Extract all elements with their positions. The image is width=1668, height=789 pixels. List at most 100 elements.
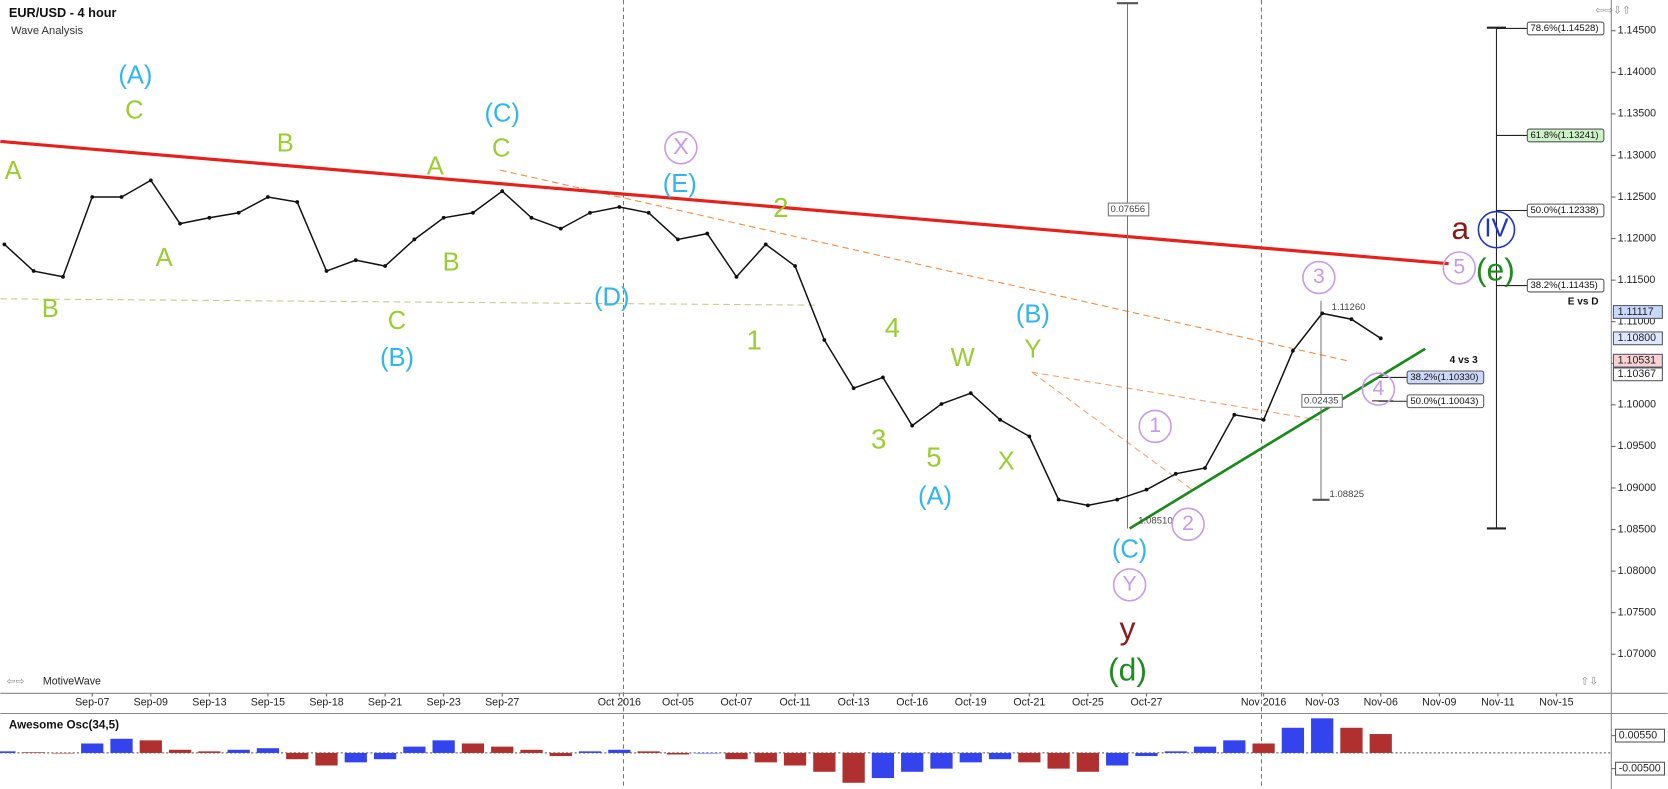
measure-label: 1.11260 — [1332, 302, 1366, 313]
osc-bar — [403, 746, 426, 753]
wave-label: (C) — [485, 100, 520, 128]
x-tick-label: Sep-27 — [485, 697, 519, 709]
wave-label: 5 — [926, 442, 941, 473]
price-marker-label: 1.11117 — [1618, 306, 1654, 318]
osc-bar — [461, 743, 485, 753]
price-point — [646, 210, 651, 215]
y-tick-label: 1.11500 — [1618, 274, 1656, 286]
wave-label: a — [1451, 210, 1469, 246]
price-point — [734, 274, 739, 279]
wave-circle — [1361, 372, 1396, 406]
price-point — [383, 264, 387, 268]
price-point — [1378, 336, 1383, 341]
wave-label: A — [427, 153, 444, 181]
price-point — [1115, 497, 1120, 502]
osc-bar — [1223, 740, 1246, 753]
fib-box — [1526, 21, 1605, 36]
price-point — [705, 231, 710, 236]
fib-box — [1526, 128, 1605, 143]
wave-label: (B) — [1016, 301, 1050, 329]
price-point — [236, 210, 241, 215]
price-point — [1261, 417, 1266, 422]
price-point — [851, 386, 856, 391]
tick-box — [1615, 728, 1666, 743]
osc-bar — [1106, 752, 1129, 766]
y-tick-label: 1.13000 — [1618, 149, 1656, 161]
zoom-controls[interactable]: ⇧⇩ — [1580, 675, 1598, 687]
x-tick-label: Nov-15 — [1539, 697, 1573, 709]
osc-bar — [491, 746, 514, 753]
osc-bar — [696, 752, 719, 754]
price-point — [500, 189, 505, 194]
wave-label: C — [125, 96, 143, 124]
wave-label: (C) — [1112, 536, 1147, 564]
wave-label: 5 — [1453, 255, 1465, 279]
osc-bar — [842, 752, 865, 783]
osc-bar — [139, 740, 162, 753]
x-tick-label: Sep-07 — [75, 697, 109, 709]
wave-circle — [1302, 260, 1336, 295]
fib-label: 50.0%(1.10043) — [1410, 396, 1478, 407]
wave-label: 2 — [1182, 511, 1194, 535]
price-point — [207, 215, 212, 220]
wave-label: (e) — [1476, 252, 1515, 288]
osc-bar — [227, 749, 250, 753]
price-point — [1144, 487, 1149, 492]
x-tick-label: Nov-11 — [1481, 697, 1515, 709]
wave-circle — [1138, 409, 1172, 444]
price-marker-box — [1612, 353, 1663, 368]
osc-bar — [666, 752, 690, 755]
y-tick-label: 1.09500 — [1618, 440, 1656, 452]
x-tick-label: Oct-07 — [721, 697, 753, 709]
osc-bar — [1135, 752, 1158, 757]
osc-bar — [344, 752, 367, 763]
note: 4 vs 3 — [1450, 355, 1478, 366]
x-tick-label: Nov-06 — [1364, 697, 1398, 709]
osc-bar — [51, 752, 75, 754]
price-point — [676, 237, 680, 242]
price-point — [1232, 412, 1237, 417]
osc-bar — [1340, 727, 1363, 753]
osc-bar — [315, 752, 338, 766]
wave-circle — [1477, 210, 1516, 249]
osc-bar — [110, 738, 133, 753]
fib-label: 78.6%(1.14528) — [1530, 23, 1598, 34]
price-point — [939, 402, 944, 406]
osc-bar — [1369, 734, 1392, 753]
osc-bar — [813, 752, 836, 772]
fib-box — [1406, 394, 1485, 409]
price-point — [617, 205, 622, 209]
osc-bar — [1252, 743, 1275, 753]
price-point — [1349, 317, 1354, 322]
x-tick-label: Sep-21 — [368, 697, 402, 709]
wave-label: y — [1120, 610, 1136, 646]
x-tick-label: Oct-16 — [896, 697, 928, 709]
price-point — [793, 264, 797, 268]
y-tick-label: 0.00550 — [1619, 729, 1657, 741]
nav-arrows[interactable]: ⇦⇨ — [7, 675, 25, 687]
wave-label: B — [277, 129, 294, 157]
x-tick-label: Oct-27 — [1131, 697, 1163, 709]
price-point — [968, 391, 973, 396]
wave-label: 1 — [1149, 413, 1161, 437]
x-tick-label: Nov 2016 — [1241, 697, 1287, 709]
x-tick-label: Oct 2016 — [598, 697, 641, 709]
x-tick-label: Oct-11 — [780, 697, 811, 709]
y-tick-label: -0.00500 — [1619, 762, 1661, 774]
osc-bar — [901, 752, 924, 772]
window-controls[interactable]: ⇦⇨⇩⇧ — [1595, 4, 1631, 16]
y-tick-label: 1.12500 — [1618, 191, 1656, 203]
x-tick-label: Nov-09 — [1422, 697, 1456, 709]
osc-bar — [637, 751, 660, 753]
osc-bar — [988, 752, 1012, 760]
wave-label: X — [998, 447, 1015, 475]
price-marker-box — [1612, 367, 1663, 382]
chart-title: EUR/USD - 4 hour — [9, 5, 117, 20]
price-point — [1056, 497, 1061, 502]
x-tick-label: Sep-15 — [251, 697, 285, 709]
measure-label: 0.02435 — [1304, 395, 1339, 406]
wave-label: A — [156, 244, 173, 272]
price-point — [1320, 311, 1325, 316]
